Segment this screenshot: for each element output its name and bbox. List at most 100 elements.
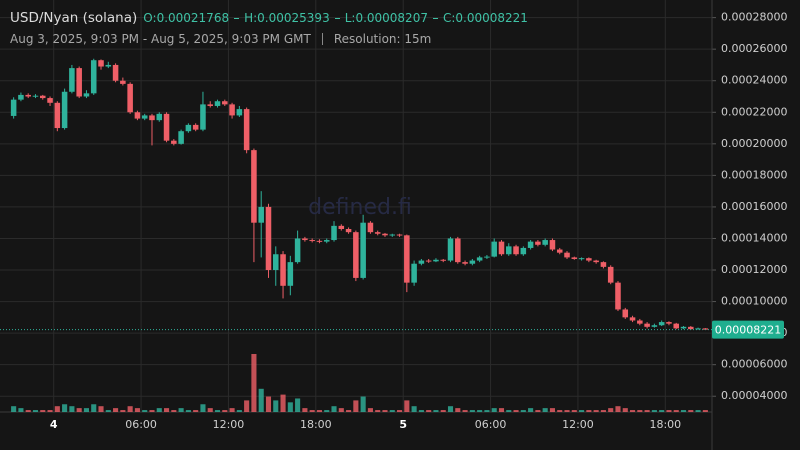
candle-body bbox=[513, 246, 519, 255]
candle-body bbox=[688, 326, 694, 330]
candle-body bbox=[207, 104, 214, 106]
last-price-label: 0.00008221 bbox=[715, 324, 781, 337]
volume-bar bbox=[54, 406, 60, 412]
volume-bar bbox=[18, 408, 24, 412]
candle-body bbox=[673, 323, 680, 329]
separator bbox=[321, 33, 323, 45]
volume-bar bbox=[324, 410, 330, 412]
candle-body bbox=[455, 238, 461, 263]
candle-body bbox=[367, 222, 374, 233]
candle-body bbox=[338, 225, 345, 230]
header-row: USD/Nyan (solana) O: 0.00021768 H: 0.000… bbox=[10, 10, 528, 26]
candle-body bbox=[578, 258, 585, 260]
volume-bar bbox=[608, 408, 614, 412]
candle-body bbox=[535, 241, 541, 245]
candle-body bbox=[353, 232, 359, 278]
volume-bar bbox=[302, 408, 308, 412]
candle-body bbox=[549, 240, 556, 250]
volume-bar bbox=[295, 398, 301, 412]
candle-body bbox=[302, 238, 308, 241]
ohlc-label: H: bbox=[244, 11, 258, 25]
separator bbox=[334, 17, 340, 19]
candle-body bbox=[476, 257, 483, 261]
candle-body bbox=[163, 113, 170, 141]
x-tick-label: 06:00 bbox=[475, 418, 507, 431]
volume-bar bbox=[593, 410, 599, 412]
volume-bar bbox=[149, 410, 155, 412]
volume-bar bbox=[258, 388, 264, 412]
subtitle-row: Aug 3, 2025, 9:03 PM - Aug 5, 2025, 9:03… bbox=[10, 32, 528, 46]
candle-body bbox=[637, 320, 643, 324]
candle-body bbox=[484, 256, 490, 258]
y-tick-label: 0.00010000 bbox=[721, 295, 787, 308]
candle-body bbox=[149, 115, 155, 121]
volume-bar bbox=[586, 410, 592, 412]
candle-body bbox=[382, 233, 388, 236]
volume-bar bbox=[651, 410, 657, 412]
volume-bar bbox=[200, 404, 206, 412]
candle-body bbox=[192, 124, 199, 130]
candle-body bbox=[360, 222, 366, 278]
candle-body bbox=[134, 112, 141, 119]
candle-body bbox=[374, 232, 381, 234]
volume-bar bbox=[637, 410, 643, 412]
y-tick-label: 0.00012000 bbox=[721, 263, 787, 276]
volume-bar bbox=[469, 410, 475, 412]
ohlc-label: C: bbox=[442, 11, 456, 25]
ohlc-value: 0.00025393 bbox=[257, 11, 330, 25]
volume-bar bbox=[389, 410, 395, 412]
volume-bar bbox=[25, 410, 31, 412]
separator bbox=[432, 17, 438, 19]
candle-body bbox=[411, 263, 417, 283]
volume-bar bbox=[113, 408, 119, 412]
x-tick-label: 12:00 bbox=[562, 418, 594, 431]
y-tick-label: 0.00018000 bbox=[721, 168, 787, 181]
candle-body bbox=[666, 322, 672, 324]
volume-bar bbox=[498, 408, 505, 412]
candle-body bbox=[629, 317, 636, 321]
volume-bar bbox=[396, 410, 403, 412]
candle-body bbox=[542, 240, 548, 245]
candle-body bbox=[600, 262, 607, 267]
candle-body bbox=[25, 94, 31, 97]
candle-body bbox=[527, 241, 534, 248]
candle-body bbox=[265, 206, 272, 271]
candle-body bbox=[593, 260, 599, 263]
date-range: Aug 3, 2025, 9:03 PM - Aug 5, 2025, 9:03… bbox=[10, 32, 311, 46]
volume-bar bbox=[105, 410, 111, 412]
volume-bar bbox=[244, 400, 250, 412]
volume-bar bbox=[171, 410, 177, 412]
ohlc-value: 0.00008207 bbox=[355, 11, 428, 25]
volume-bar bbox=[316, 410, 323, 412]
volume-bar bbox=[134, 408, 140, 412]
x-tick-label: 18:00 bbox=[649, 418, 681, 431]
volume-bar bbox=[484, 410, 490, 412]
y-tick-label: 0.00004000 bbox=[721, 389, 787, 402]
volume-bar bbox=[702, 410, 708, 412]
volume-bar bbox=[331, 406, 337, 412]
volume-bar bbox=[447, 406, 454, 412]
last-price-tag bbox=[712, 320, 784, 339]
volume-bar bbox=[76, 408, 82, 412]
y-tick-label: 0.00020000 bbox=[721, 137, 787, 150]
candle-body bbox=[251, 150, 257, 223]
volume-bar bbox=[214, 410, 221, 412]
volume-bar bbox=[346, 410, 352, 412]
candle-body bbox=[651, 325, 658, 327]
volume-bar bbox=[32, 410, 39, 412]
candle-body bbox=[396, 234, 403, 236]
volume-bar bbox=[382, 410, 388, 412]
candle-body bbox=[90, 60, 97, 94]
y-tick-label: 0.00006000 bbox=[721, 358, 787, 371]
candle-body bbox=[127, 83, 133, 113]
candle-body bbox=[622, 309, 629, 318]
volume-bar bbox=[440, 410, 446, 412]
candle-body bbox=[83, 93, 90, 97]
volume-bar bbox=[680, 410, 687, 412]
volume-bar bbox=[236, 410, 242, 412]
volume-bar bbox=[251, 354, 257, 412]
volume-bar bbox=[280, 394, 286, 412]
candle-body bbox=[323, 240, 330, 242]
volume-bar bbox=[367, 408, 373, 412]
volume-bar bbox=[265, 396, 272, 412]
